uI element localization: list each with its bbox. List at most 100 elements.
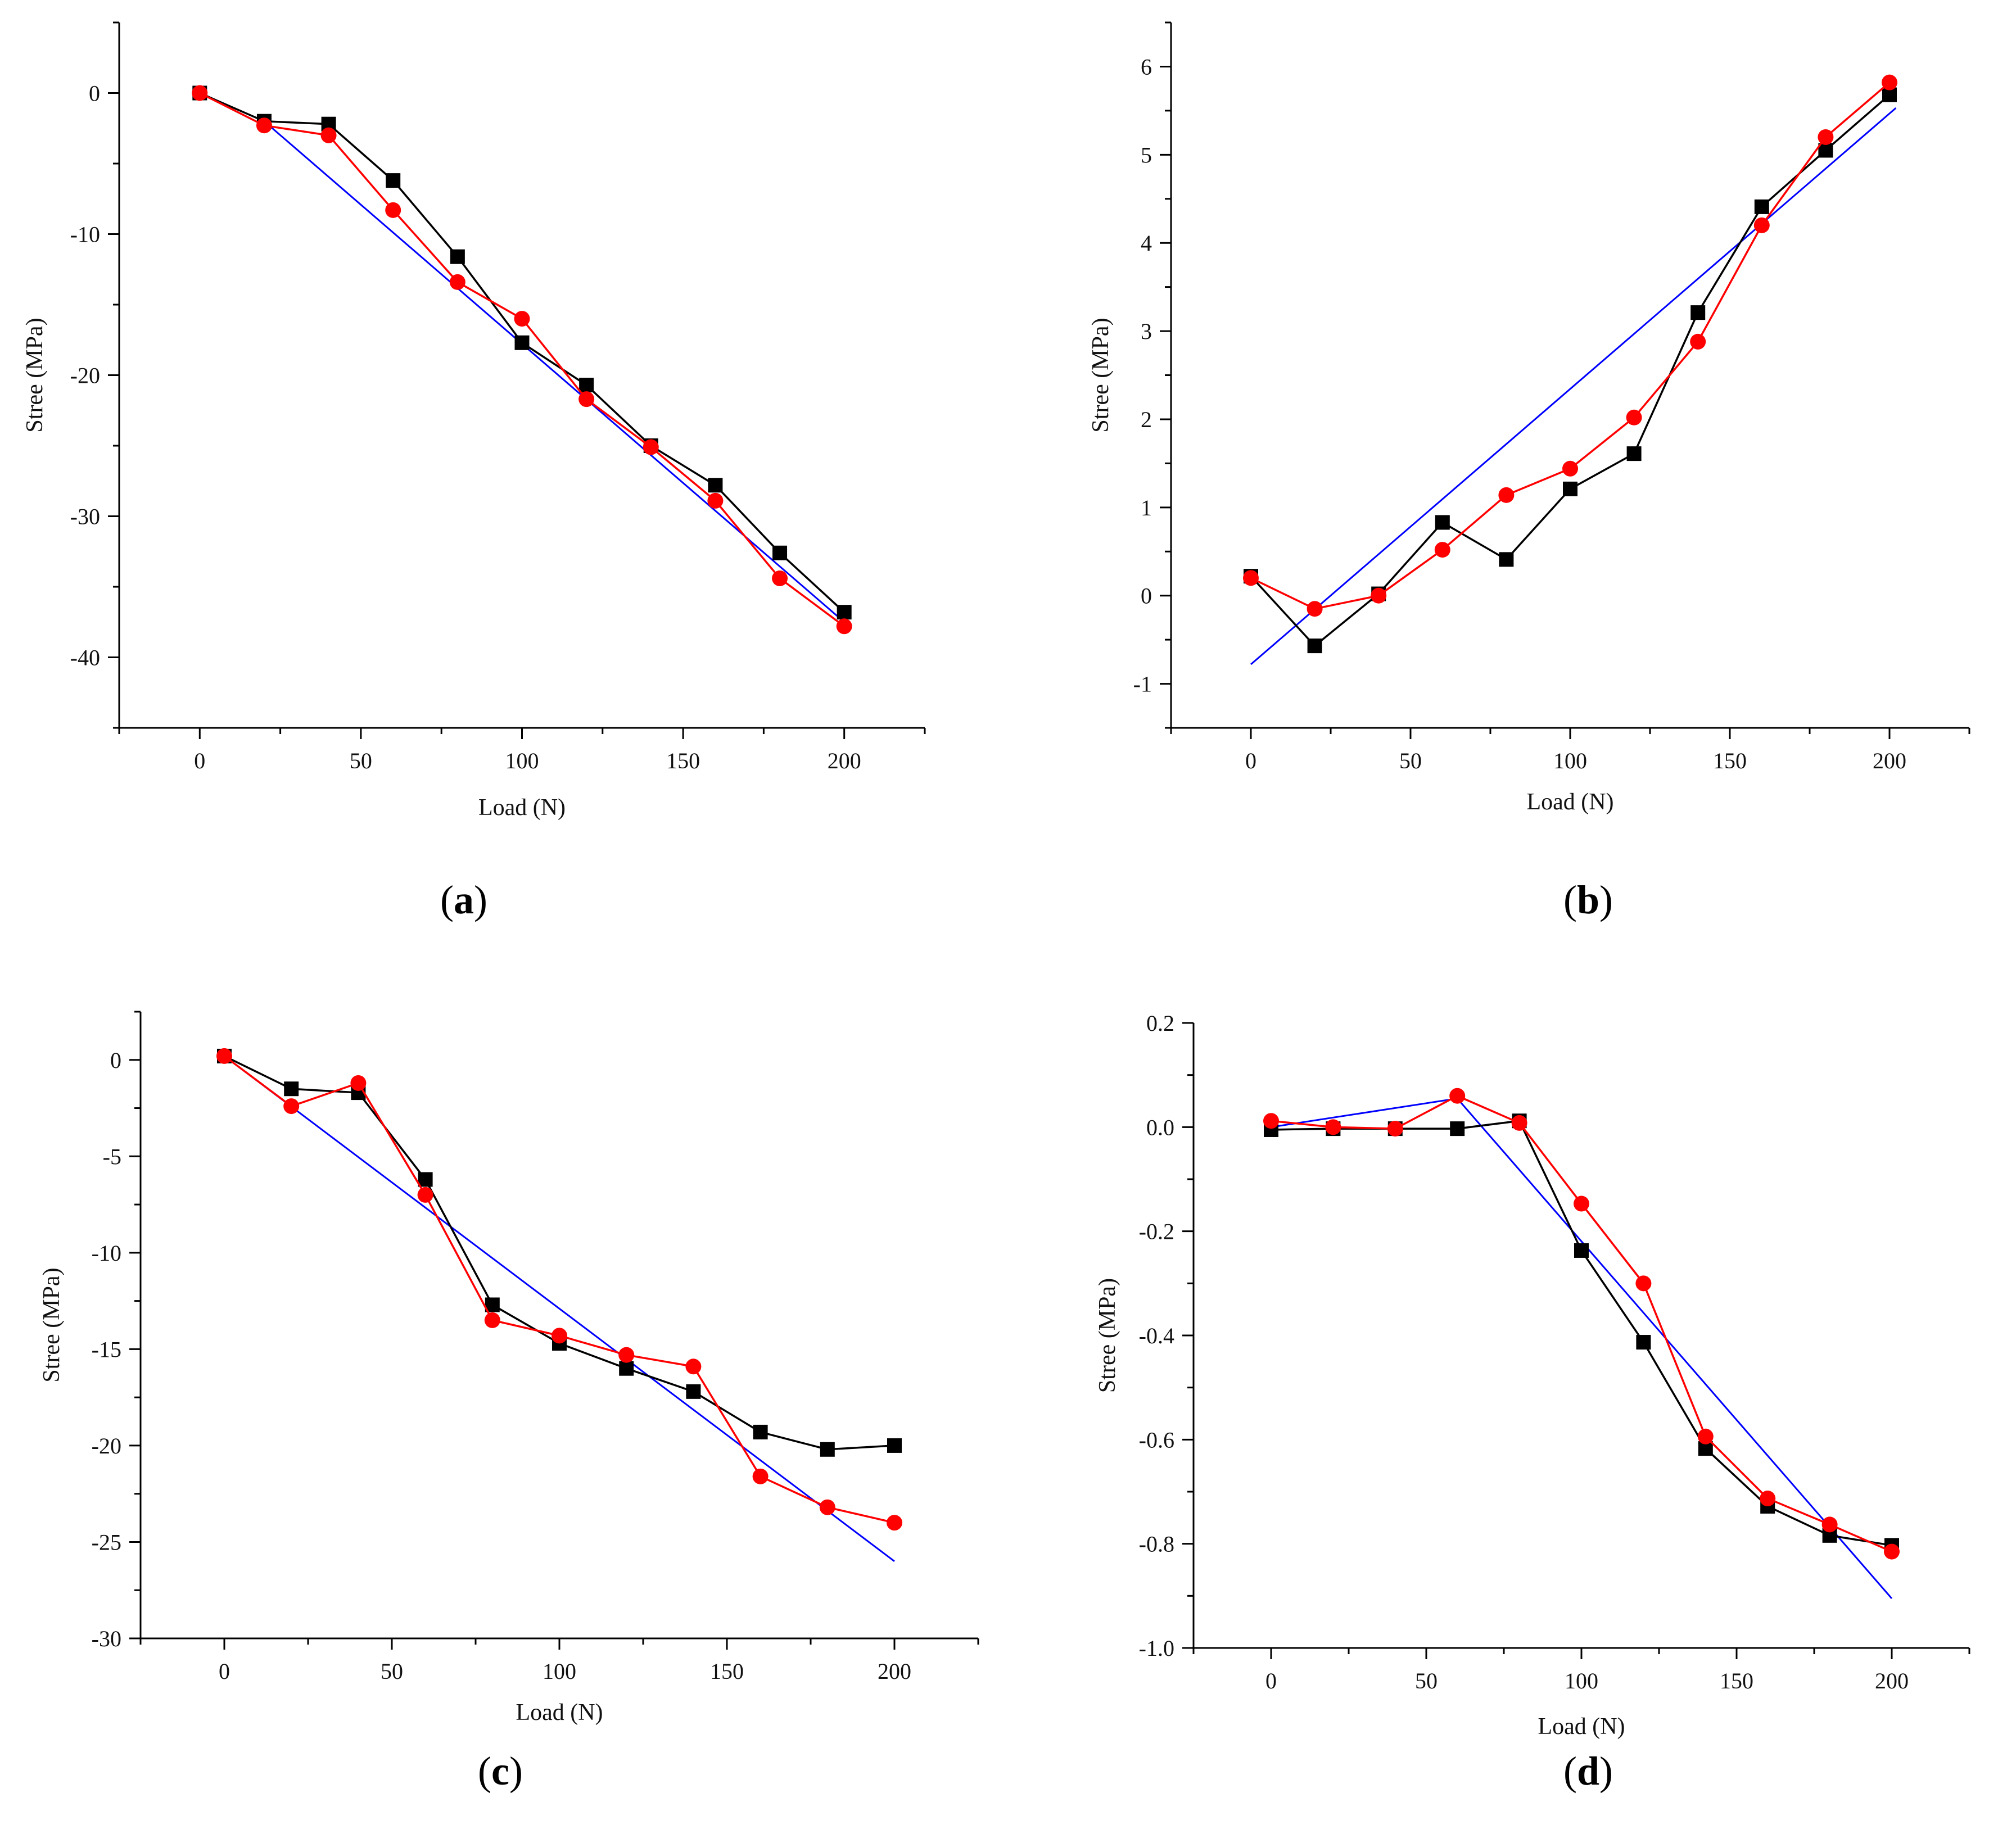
- marker-circle: [752, 1468, 769, 1484]
- caption-a: (a): [440, 877, 487, 922]
- marker-circle: [417, 1187, 433, 1203]
- y-tick-label: -10: [70, 222, 100, 247]
- caption-b: (b): [1563, 877, 1613, 922]
- marker-square: [450, 249, 465, 264]
- marker-circle: [1243, 570, 1259, 586]
- y-tick-label: 0: [110, 1048, 121, 1073]
- x-tick-label: 150: [1720, 1668, 1753, 1693]
- marker-square: [579, 378, 594, 393]
- marker-square: [1690, 305, 1706, 320]
- marker-square: [820, 1442, 835, 1457]
- marker-circle: [1434, 542, 1450, 558]
- x-tick-label: 0: [1245, 748, 1256, 773]
- series-line-simulated: [199, 92, 845, 627]
- marker-circle: [1498, 487, 1515, 503]
- marker-circle: [1882, 74, 1897, 90]
- marker-circle: [514, 311, 530, 327]
- caption-c: (c): [478, 1749, 523, 1794]
- chart-a: 0 50 100 150 200 0 -10 -20 -30 -40 Load (N) Stree (…: [22, 21, 926, 821]
- chart-panel-a: 0 50 100 150 200 0 -10 -20 -30 -40 Load (N) Stree (…: [0, 0, 1008, 927]
- marker-circle: [1562, 460, 1578, 477]
- chart-panel-b: 0 50 100 150 200 -1 0 1 2 3 4 5 6 Load (N) Stree (MPa)…: [1008, 0, 2016, 927]
- y-tick-label: -0.6: [1139, 1427, 1174, 1452]
- marker-square: [772, 545, 788, 560]
- x-tick-label: 100: [505, 748, 539, 773]
- y-tick-label: -40: [70, 645, 100, 671]
- y-tick-label: 2: [1141, 407, 1152, 432]
- chart-b: 0 50 100 150 200 -1 0 1 2 3 4 5 6 Load (N) Stree (MPa): [1088, 21, 1970, 815]
- y-tick-label: 6: [1141, 54, 1152, 79]
- chart-d: 0 50 100 150 200 0.2 0.0 -0.2 -0.4 -0.6 -0.8 -1.0 Lo…: [1095, 1011, 1970, 1740]
- x-tick-label: 0: [194, 748, 205, 773]
- marker-circle: [1449, 1088, 1466, 1104]
- marker-circle: [643, 439, 659, 455]
- marker-circle: [256, 117, 272, 134]
- y-axis-label: Stree (MPa): [22, 318, 48, 432]
- marker-circle: [1884, 1543, 1900, 1560]
- x-tick-label: 100: [1553, 748, 1587, 773]
- marker-circle: [578, 391, 595, 407]
- y-tick-label: -1.0: [1139, 1636, 1174, 1661]
- y-tick-label: 0.2: [1146, 1011, 1174, 1036]
- y-tick-label: -20: [92, 1433, 121, 1459]
- x-tick-label: 50: [1399, 748, 1422, 773]
- marker-square: [514, 335, 530, 350]
- marker-circle: [707, 492, 724, 509]
- y-tick-label: 0: [1141, 583, 1152, 609]
- marker-circle: [1697, 1428, 1714, 1444]
- marker-circle: [552, 1328, 567, 1344]
- marker-circle: [1263, 1113, 1279, 1129]
- series-line-linear-fit: [263, 120, 845, 623]
- marker-square: [1626, 446, 1642, 461]
- marker-square: [619, 1361, 634, 1376]
- marker-circle: [320, 127, 337, 143]
- y-axis-label: Stree (MPa): [1088, 318, 1114, 432]
- marker-circle: [685, 1358, 702, 1375]
- y-tick-label: -0.8: [1139, 1532, 1174, 1557]
- series-line-simulated: [1250, 81, 1891, 610]
- marker-square: [1435, 515, 1450, 530]
- marker-square: [1499, 552, 1514, 567]
- series-line-measured: [199, 92, 845, 613]
- marker-circle: [1325, 1119, 1341, 1135]
- marker-circle: [1371, 587, 1387, 604]
- marker-circle: [1387, 1121, 1403, 1137]
- marker-circle: [385, 202, 401, 218]
- chart-panel-c: 0 50 100 150 200 0 -5 -10 -15 -20 -25 -30 Load (N) St…: [0, 927, 1008, 1825]
- series-line-measured: [1271, 1120, 1892, 1547]
- y-axis-label: Stree (MPa): [1095, 1278, 1120, 1393]
- marker-circle: [216, 1048, 232, 1064]
- marker-square: [1450, 1121, 1465, 1136]
- y-tick-label: -1: [1133, 672, 1152, 697]
- chart-c: 0 50 100 150 200 0 -5 -10 -15 -20 -25 -30 Load (N) St…: [39, 1011, 979, 1726]
- marker-circle: [484, 1312, 500, 1328]
- x-tick-label: 150: [666, 748, 700, 773]
- marker-circle: [283, 1098, 300, 1115]
- marker-square: [708, 478, 723, 493]
- x-axis-label: Load (N): [1538, 1714, 1625, 1740]
- y-tick-label: 1: [1141, 495, 1152, 520]
- marker-circle: [819, 1499, 835, 1515]
- marker-circle: [1753, 217, 1770, 233]
- marker-square: [887, 1438, 902, 1453]
- chart-panel-d: 0 50 100 150 200 0.2 0.0 -0.2 -0.4 -0.6 -0.8 -1.0 Lo…: [1008, 927, 2016, 1825]
- y-tick-label: -20: [70, 363, 100, 388]
- marker-square: [418, 1172, 433, 1187]
- y-tick-label: -30: [70, 504, 100, 529]
- x-tick-label: 50: [1415, 1668, 1438, 1693]
- marker-circle: [618, 1347, 635, 1363]
- y-tick-label: 3: [1141, 319, 1152, 344]
- marker-square: [1574, 1243, 1589, 1258]
- y-tick-label: -10: [92, 1240, 121, 1266]
- series-line-linear-fit: [1250, 107, 1897, 665]
- y-tick-label: -15: [92, 1337, 121, 1362]
- marker-square: [1307, 638, 1322, 654]
- marker-circle: [1635, 1275, 1652, 1292]
- marker-circle: [1821, 1516, 1838, 1533]
- marker-square: [753, 1424, 768, 1439]
- marker-square: [386, 173, 401, 188]
- x-tick-label: 50: [350, 748, 372, 773]
- series-line-linear-fit: [224, 1055, 895, 1562]
- x-tick-label: 0: [219, 1659, 230, 1684]
- series-line-simulated: [1271, 1094, 1892, 1553]
